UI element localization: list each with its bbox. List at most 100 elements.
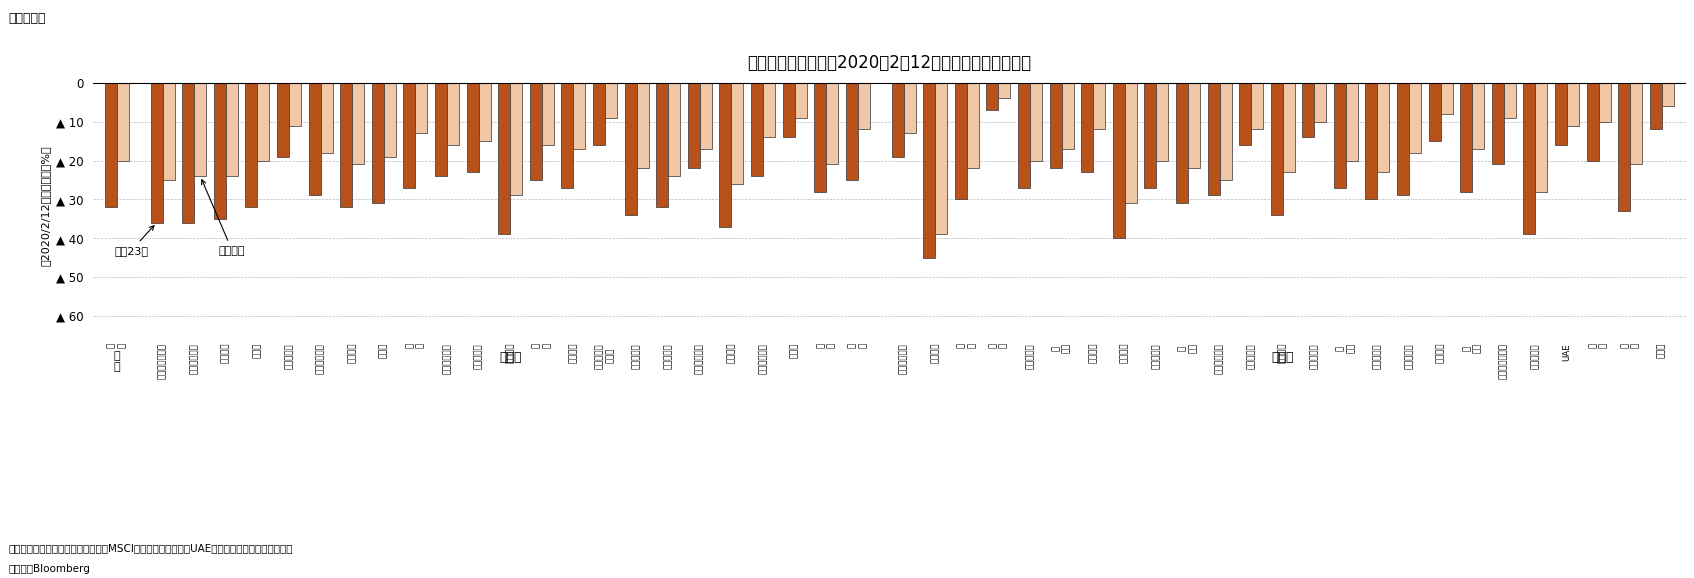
Text: ４月９日: ４月９日 xyxy=(202,180,246,255)
Bar xyxy=(385,83,396,157)
Bar xyxy=(1567,83,1579,125)
Bar xyxy=(688,83,700,168)
Bar xyxy=(447,83,459,145)
Bar xyxy=(700,83,711,149)
Bar xyxy=(762,83,774,137)
Bar xyxy=(794,83,806,118)
Text: 先進国: 先進国 xyxy=(500,351,522,364)
Bar xyxy=(720,83,732,227)
Bar xyxy=(593,83,605,145)
Bar xyxy=(225,83,237,176)
Bar xyxy=(257,83,269,161)
Bar xyxy=(1315,83,1326,122)
Bar xyxy=(290,83,302,125)
Bar xyxy=(1472,83,1484,149)
Bar xyxy=(373,83,385,203)
Bar xyxy=(573,83,586,149)
Bar xyxy=(246,83,257,207)
Bar xyxy=(1157,83,1169,161)
Bar xyxy=(1145,83,1157,188)
Bar xyxy=(1113,83,1125,238)
Bar xyxy=(1093,83,1104,129)
Bar xyxy=(750,83,762,176)
Bar xyxy=(466,83,479,172)
Bar xyxy=(1347,83,1359,161)
Bar xyxy=(857,83,869,129)
Bar xyxy=(986,83,998,110)
Bar xyxy=(415,83,427,134)
Bar xyxy=(542,83,554,145)
Bar xyxy=(1030,83,1042,161)
Text: （資料）Bloomberg: （資料）Bloomberg xyxy=(8,564,90,573)
Y-axis label: （2020/2/12対比騰落率、%）: （2020/2/12対比騰落率、%） xyxy=(41,145,51,265)
Bar xyxy=(1599,83,1611,122)
Bar xyxy=(403,83,415,188)
Bar xyxy=(1018,83,1030,188)
Bar xyxy=(340,83,352,207)
Bar xyxy=(105,83,117,207)
Bar xyxy=(827,83,839,164)
Bar xyxy=(1282,83,1294,172)
Bar xyxy=(1409,83,1421,153)
Bar xyxy=(1081,83,1093,172)
Bar xyxy=(967,83,979,168)
Bar xyxy=(998,83,1010,98)
Bar xyxy=(498,83,510,234)
Text: 全
体: 全 体 xyxy=(113,351,120,372)
Bar xyxy=(1208,83,1220,195)
Bar xyxy=(1050,83,1062,168)
Bar xyxy=(1125,83,1137,203)
Bar xyxy=(1303,83,1315,137)
Bar xyxy=(955,83,967,199)
Bar xyxy=(479,83,491,141)
Bar xyxy=(1662,83,1674,106)
Bar xyxy=(183,83,195,223)
Text: （図表３）: （図表３） xyxy=(8,12,46,24)
Bar xyxy=(1220,83,1232,180)
Text: 新興国: 新興国 xyxy=(1272,351,1294,364)
Bar xyxy=(783,83,794,137)
Bar xyxy=(1187,83,1199,168)
Bar xyxy=(1428,83,1440,141)
Bar xyxy=(151,83,163,223)
Bar xyxy=(605,83,617,118)
Bar xyxy=(1238,83,1252,145)
Bar xyxy=(1365,83,1377,199)
Bar xyxy=(320,83,332,153)
Bar xyxy=(352,83,364,164)
Bar xyxy=(1270,83,1282,215)
Bar xyxy=(625,83,637,215)
Bar xyxy=(1440,83,1453,114)
Bar xyxy=(1252,83,1264,129)
Bar xyxy=(1504,83,1516,118)
Bar xyxy=(935,83,947,234)
Bar xyxy=(308,83,320,195)
Bar xyxy=(1630,83,1641,164)
Bar xyxy=(1650,83,1662,129)
Bar xyxy=(1523,83,1535,234)
Bar xyxy=(891,83,903,157)
Bar xyxy=(163,83,174,180)
Bar xyxy=(1377,83,1389,172)
Bar xyxy=(656,83,667,207)
Title: 各国の株価変動率（2020年2月12日と比較した騰落率）: 各国の株価変動率（2020年2月12日と比較した騰落率） xyxy=(747,54,1032,72)
Bar xyxy=(1460,83,1472,191)
Bar xyxy=(1492,83,1504,164)
Bar xyxy=(213,83,225,219)
Bar xyxy=(1062,83,1074,149)
Bar xyxy=(1618,83,1630,211)
Bar xyxy=(1333,83,1347,188)
Bar xyxy=(435,83,447,176)
Bar xyxy=(1176,83,1187,203)
Text: ３月23日: ３月23日 xyxy=(113,225,154,255)
Bar xyxy=(923,83,935,258)
Bar xyxy=(1398,83,1409,195)
Bar xyxy=(667,83,681,176)
Bar xyxy=(117,83,129,161)
Bar xyxy=(510,83,522,195)
Bar xyxy=(1535,83,1547,191)
Bar xyxy=(815,83,827,191)
Bar xyxy=(1555,83,1567,145)
Bar xyxy=(732,83,744,184)
Bar xyxy=(278,83,290,157)
